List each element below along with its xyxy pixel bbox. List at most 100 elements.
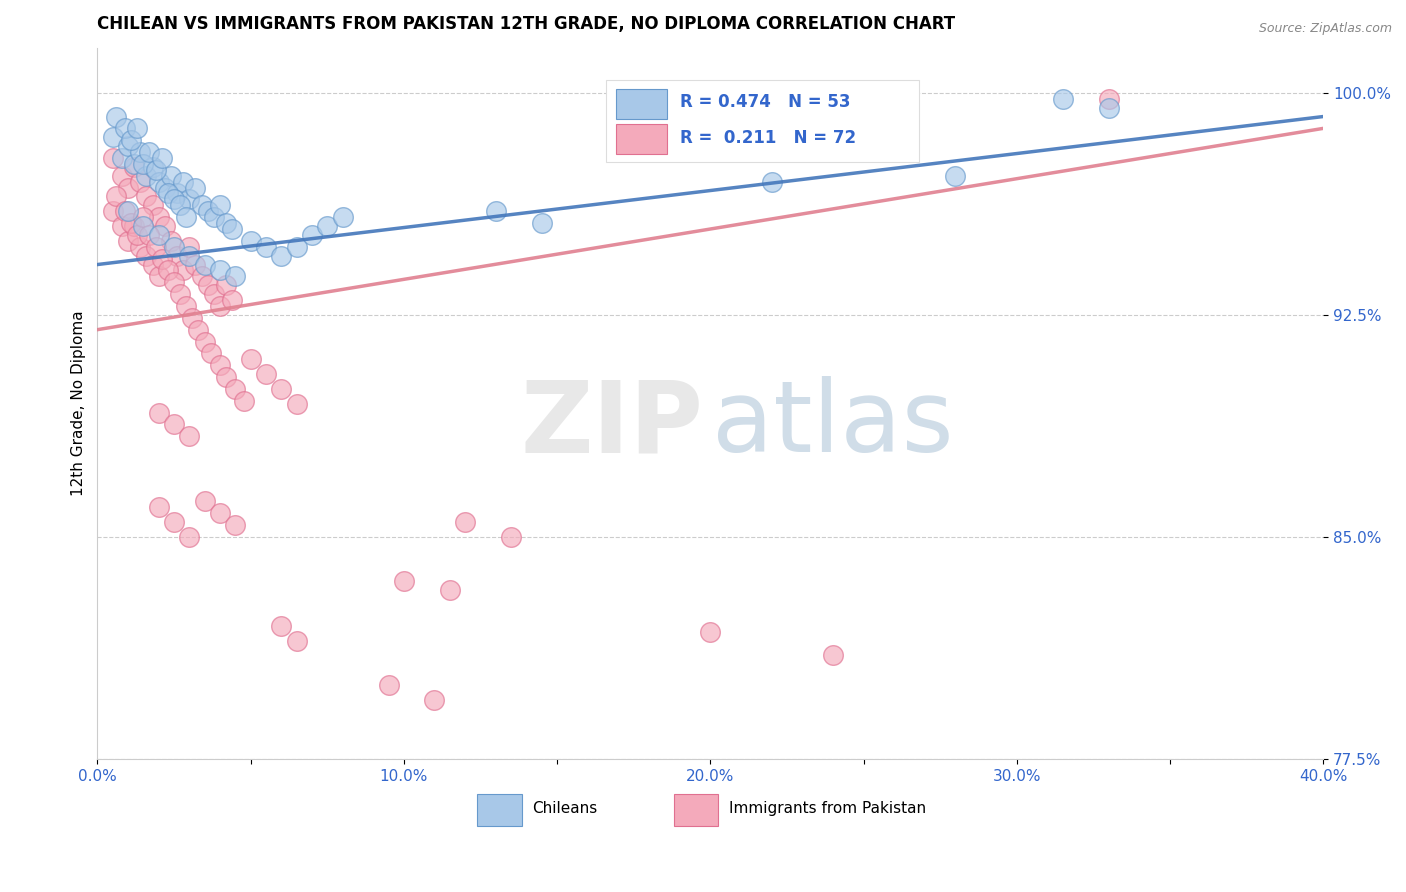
Point	[129, 240, 152, 254]
Text: Source: ZipAtlas.com: Source: ZipAtlas.com	[1258, 22, 1392, 36]
Point	[254, 240, 277, 254]
Point	[160, 234, 183, 248]
Point	[224, 269, 246, 284]
Point	[132, 219, 155, 233]
Point	[127, 121, 149, 136]
Point	[1098, 101, 1121, 115]
Text: CHILEAN VS IMMIGRANTS FROM PAKISTAN 12TH GRADE, NO DIPLOMA CORRELATION CHART: CHILEAN VS IMMIGRANTS FROM PAKISTAN 12TH…	[97, 15, 956, 33]
Point	[270, 382, 292, 396]
Point	[153, 180, 176, 194]
Point	[160, 169, 183, 183]
Point	[254, 367, 277, 381]
Point	[104, 189, 127, 203]
Point	[699, 624, 721, 639]
Point	[101, 151, 124, 165]
Point	[117, 234, 139, 248]
Point	[135, 189, 157, 203]
Point	[127, 227, 149, 242]
Point	[138, 145, 160, 159]
Point	[194, 334, 217, 349]
Point	[141, 198, 163, 212]
Point	[392, 574, 415, 589]
Point	[135, 249, 157, 263]
Point	[208, 506, 231, 520]
Point	[190, 198, 212, 212]
Point	[166, 186, 188, 201]
Point	[163, 193, 186, 207]
Point	[208, 299, 231, 313]
Point	[117, 180, 139, 194]
Point	[174, 299, 197, 313]
FancyBboxPatch shape	[616, 125, 668, 154]
Point	[111, 219, 134, 233]
Point	[1052, 92, 1074, 106]
Point	[138, 227, 160, 242]
Point	[501, 530, 523, 544]
Point	[156, 186, 179, 201]
Point	[129, 175, 152, 189]
Point	[194, 494, 217, 508]
Point	[215, 216, 238, 230]
Point	[148, 406, 170, 420]
Point	[233, 393, 256, 408]
Text: ZIP: ZIP	[520, 376, 703, 474]
Point	[200, 346, 222, 360]
Point	[1098, 92, 1121, 106]
Point	[285, 397, 308, 411]
Point	[132, 210, 155, 224]
Point	[454, 515, 477, 529]
Text: Immigrants from Pakistan: Immigrants from Pakistan	[728, 801, 925, 816]
FancyBboxPatch shape	[606, 80, 918, 162]
Point	[208, 358, 231, 372]
FancyBboxPatch shape	[673, 795, 717, 826]
Point	[114, 204, 136, 219]
Point	[169, 198, 191, 212]
FancyBboxPatch shape	[616, 89, 668, 119]
Point	[215, 370, 238, 384]
Point	[148, 227, 170, 242]
Point	[190, 269, 212, 284]
Point	[187, 323, 209, 337]
Point	[166, 249, 188, 263]
Point	[530, 216, 553, 230]
Point	[122, 219, 145, 233]
Point	[423, 692, 446, 706]
FancyBboxPatch shape	[478, 795, 522, 826]
Point	[239, 234, 262, 248]
Point	[179, 530, 201, 544]
Point	[111, 169, 134, 183]
Point	[215, 278, 238, 293]
Point	[439, 583, 461, 598]
Point	[153, 219, 176, 233]
Point	[163, 275, 186, 289]
Point	[114, 121, 136, 136]
Point	[181, 310, 204, 325]
Point	[148, 269, 170, 284]
Point	[485, 204, 508, 219]
Point	[163, 417, 186, 432]
Point	[224, 518, 246, 533]
Point	[141, 258, 163, 272]
Point	[179, 240, 201, 254]
Point	[316, 219, 339, 233]
Point	[145, 240, 167, 254]
Point	[179, 429, 201, 443]
Text: R =  0.211   N = 72: R = 0.211 N = 72	[679, 129, 856, 147]
Point	[208, 263, 231, 277]
Point	[145, 162, 167, 177]
Point	[129, 145, 152, 159]
Point	[270, 249, 292, 263]
Point	[194, 258, 217, 272]
Point	[120, 133, 142, 147]
Point	[761, 175, 783, 189]
Y-axis label: 12th Grade, No Diploma: 12th Grade, No Diploma	[72, 311, 86, 497]
Point	[148, 500, 170, 515]
Point	[122, 160, 145, 174]
Point	[141, 160, 163, 174]
Point	[945, 169, 967, 183]
Point	[172, 263, 194, 277]
Point	[179, 249, 201, 263]
Text: Chileans: Chileans	[533, 801, 598, 816]
Point	[104, 110, 127, 124]
Point	[122, 157, 145, 171]
